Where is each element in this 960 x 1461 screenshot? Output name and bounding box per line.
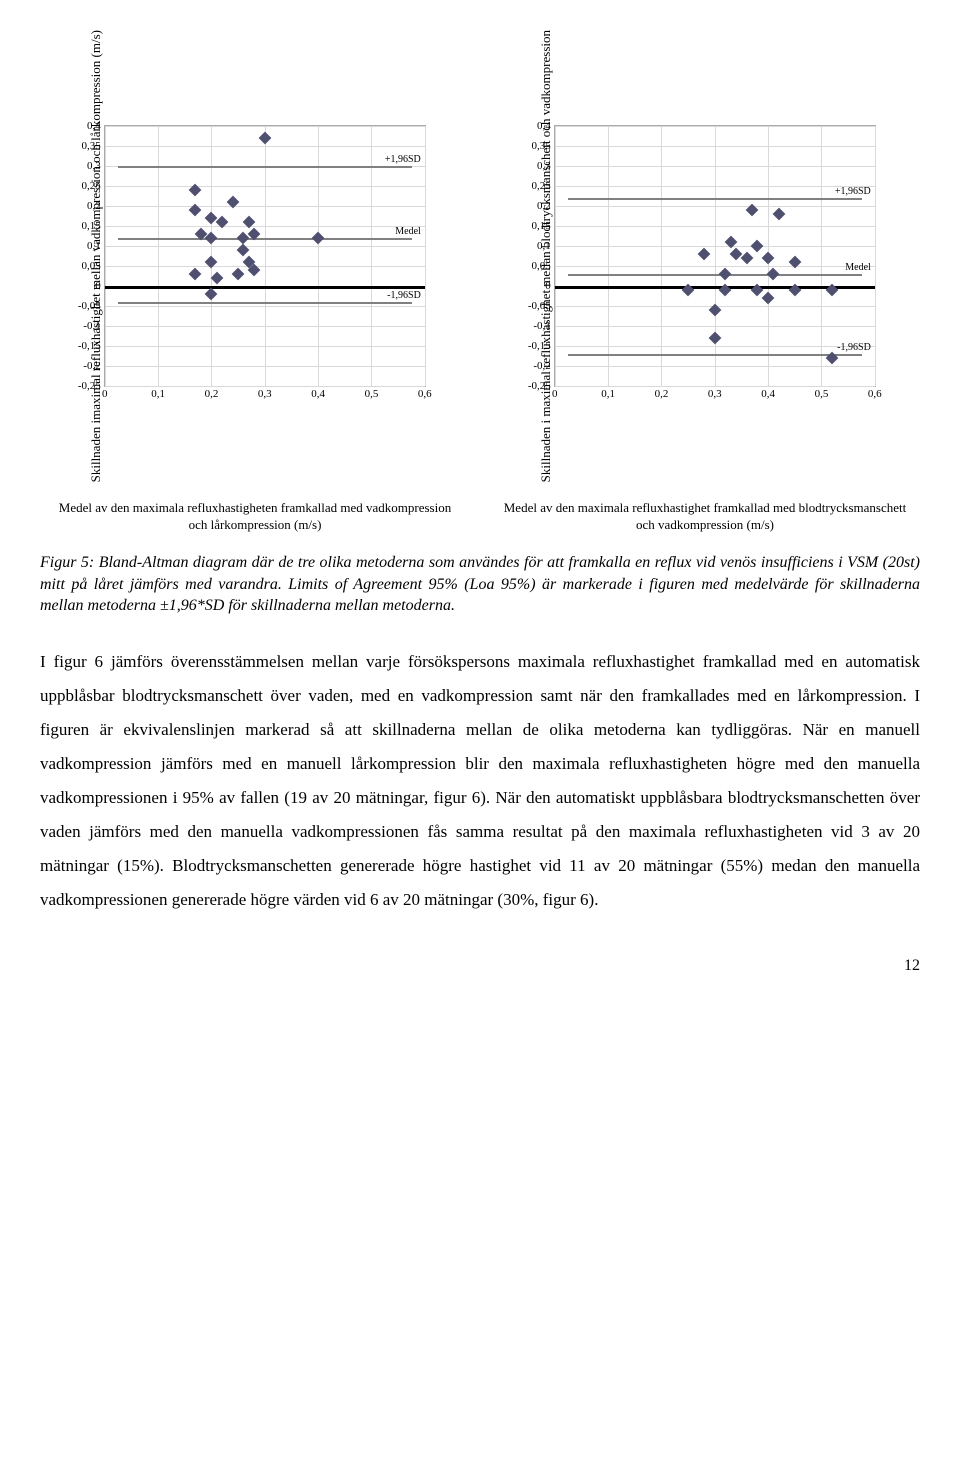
data-point [258,132,271,145]
chart-left-plot: -0,25-0,2-0,15-0,1-0,0500,050,10,150,20,… [104,125,426,387]
xtick-label: 0,6 [868,386,882,400]
data-point [698,248,711,261]
ytick-label: 0,2 [537,200,555,212]
data-point [762,252,775,265]
reference-line-label: -1,96SD [837,342,871,353]
ytick-label: 0,25 [82,180,105,192]
ytick-label: -0,2 [533,360,554,372]
xtick-label: 0,6 [418,386,432,400]
data-point [232,268,245,281]
ytick-label: 0,3 [537,160,555,172]
xtick-label: 0,4 [761,386,775,400]
ytick-label: 0,35 [532,140,555,152]
data-point [189,268,202,281]
ytick-label: 0,05 [532,260,555,272]
xtick-label: 0,3 [258,386,272,400]
chart-left-ylabel: Skillnaden imaximal refluxhastighet mell… [84,30,104,482]
xtick-label: 0,1 [151,386,165,400]
ytick-label: 0,3 [87,160,105,172]
data-point [708,332,721,345]
xtick-label: 0 [552,386,558,400]
xtick-label: 0,2 [655,386,669,400]
reference-line [118,166,412,168]
chart-left: Skillnaden imaximal refluxhastighet mell… [40,30,470,534]
body-paragraph: I figur 6 jämförs överensstämmelsen mell… [40,645,920,917]
xtick-label: 0,5 [365,386,379,400]
reference-line-label: +1,96SD [835,186,871,197]
xtick-label: 0,3 [708,386,722,400]
ytick-label: -0,25 [528,380,555,392]
reference-line [568,354,862,356]
reference-line [568,274,862,276]
ytick-label: 0,05 [82,260,105,272]
ytick-label: -0,1 [533,320,554,332]
reference-line [118,238,412,240]
page-number: 12 [40,957,920,975]
ytick-label: -0,05 [78,300,105,312]
ytick-label: 0,15 [532,220,555,232]
ytick-label: 0,1 [537,240,555,252]
data-point [205,232,218,245]
ytick-label: 0,2 [87,200,105,212]
data-point [751,240,764,253]
ytick-label: 0,15 [82,220,105,232]
ytick-label: 0,1 [87,240,105,252]
xtick-label: 0,2 [205,386,219,400]
ytick-label: 0,4 [537,120,555,132]
xtick-label: 0,4 [311,386,325,400]
charts-row: Skillnaden imaximal refluxhastighet mell… [40,30,920,534]
ytick-label: -0,15 [78,340,105,352]
reference-line-label: +1,96SD [385,154,421,165]
reference-line-label: -1,96SD [387,290,421,301]
ytick-label: -0,25 [78,380,105,392]
xtick-label: 0 [102,386,108,400]
reference-line [105,286,425,289]
ytick-label: -0,15 [528,340,555,352]
data-point [762,292,775,305]
reference-line [568,198,862,200]
ytick-label: 0,4 [87,120,105,132]
ytick-label: 0 [95,280,105,292]
ytick-label: -0,05 [528,300,555,312]
ytick-label: 0,35 [82,140,105,152]
xtick-label: 0,5 [815,386,829,400]
xtick-label: 0,1 [601,386,615,400]
data-point [772,208,785,221]
ytick-label: -0,2 [83,360,104,372]
chart-right-ylabel: Skillnaden i maximal refluxhastighet mel… [534,30,554,482]
chart-right-plot: -0,25-0,2-0,15-0,1-0,0500,050,10,150,20,… [554,125,876,387]
ytick-label: -0,1 [83,320,104,332]
chart-left-xlabel: Medel av den maximala refluxhastigheten … [40,500,470,534]
ytick-label: 0 [545,280,555,292]
reference-line-label: Medel [845,262,871,273]
figure-caption: Figur 5: Bland-Altman diagram där de tre… [40,552,920,617]
data-point [205,288,218,301]
chart-right-xlabel: Medel av den maximala refluxhastighet fr… [490,500,920,534]
ytick-label: 0,25 [532,180,555,192]
reference-line-label: Medel [395,226,421,237]
chart-right: Skillnaden i maximal refluxhastighet mel… [490,30,920,534]
reference-line [118,302,412,304]
data-point [719,268,732,281]
data-point [312,232,325,245]
